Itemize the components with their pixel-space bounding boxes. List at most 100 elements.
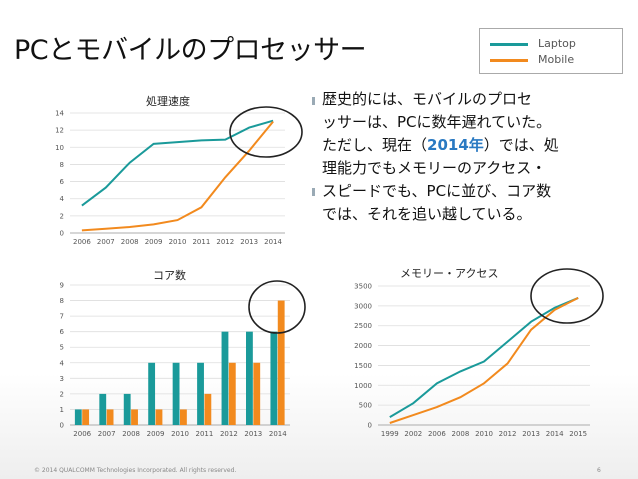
- bar-mobile: [82, 409, 90, 425]
- bar-mobile: [155, 409, 163, 425]
- bar-laptop: [270, 331, 278, 425]
- x-tick-label: 2008: [122, 430, 140, 438]
- y-tick-label: 7: [60, 313, 64, 321]
- bar-laptop: [172, 362, 180, 425]
- y-tick-label: 4: [60, 195, 65, 203]
- bullet-marker: [312, 188, 315, 196]
- highlight-year: 2014年: [427, 136, 484, 154]
- y-tick-label: 5: [60, 344, 64, 352]
- text-line-1: 歴史的には、モバイルのプロセ: [322, 90, 533, 108]
- y-tick-label: 1: [60, 406, 64, 414]
- x-tick-label: 2008: [452, 430, 470, 438]
- y-tick-label: 12: [55, 127, 64, 135]
- chart-title-cores: コア数: [153, 269, 186, 282]
- text-line-3: ただし、現在（2014年）では、処: [322, 134, 559, 157]
- text-line-5: スピードでも、PCに並び、コア数: [322, 182, 552, 200]
- bar-laptop: [123, 393, 131, 425]
- x-tick-label: 2006: [428, 430, 446, 438]
- bar-mobile: [180, 409, 187, 425]
- text-line-2: ッサーは、PCに数年遅れていた。: [322, 113, 552, 131]
- series-line-mobile: [389, 297, 579, 424]
- y-tick-label: 1500: [354, 362, 372, 370]
- y-tick-label: 14: [55, 110, 64, 118]
- bar-laptop: [197, 362, 204, 425]
- x-tick-label: 2006: [73, 238, 91, 246]
- bar-mobile: [253, 362, 261, 425]
- y-tick-label: 9: [60, 282, 64, 290]
- y-tick-label: 3500: [354, 283, 372, 291]
- highlight-circle: [530, 268, 604, 324]
- page-number: 6: [597, 467, 601, 474]
- bar-laptop: [99, 393, 107, 425]
- bar-mobile: [131, 409, 138, 425]
- bar-mobile: [204, 393, 212, 425]
- slide-title: PCとモバイルのプロセッサー: [14, 35, 367, 66]
- y-tick-label: 8: [60, 161, 64, 169]
- x-tick-label: 2014: [264, 238, 282, 246]
- series-line-laptop: [389, 296, 579, 418]
- bar-laptop: [246, 331, 253, 425]
- y-tick-label: 500: [359, 402, 372, 410]
- chart-title-memory: メモリー・アクセス: [400, 267, 499, 280]
- x-tick-label: 2011: [192, 238, 210, 246]
- y-tick-label: 6: [60, 178, 65, 186]
- x-tick-label: 2012: [216, 238, 234, 246]
- highlight-circle: [229, 106, 303, 158]
- y-tick-label: 2500: [354, 322, 372, 330]
- bar-mobile: [277, 300, 285, 425]
- x-tick-label: 2014: [269, 430, 287, 438]
- x-tick-label: 2011: [196, 430, 214, 438]
- y-tick-label: 10: [55, 144, 64, 152]
- y-tick-label: 0: [368, 422, 372, 430]
- x-tick-label: 2008: [121, 238, 139, 246]
- x-tick-label: 2007: [97, 238, 115, 246]
- text-line-6: では、それを追い越している。: [322, 205, 532, 223]
- legend-swatch-laptop: [490, 43, 528, 46]
- x-tick-label: 2013: [244, 430, 262, 438]
- text-line-4: 理能力でもメモリーのアクセス・: [322, 159, 547, 177]
- legend: Laptop Mobile: [479, 28, 623, 74]
- text-line-3-pre: ただし、現在（: [322, 136, 428, 154]
- x-tick-label: 2006: [73, 430, 91, 438]
- y-tick-label: 0: [60, 422, 64, 430]
- x-tick-label: 2010: [171, 430, 189, 438]
- x-tick-label: 2002: [404, 430, 422, 438]
- y-tick-label: 2000: [354, 342, 372, 350]
- legend-label-laptop: Laptop: [538, 37, 576, 50]
- description-text: 歴史的には、モバイルのプロセ ッサーは、PCに数年遅れていた。 ただし、現在（2…: [308, 88, 634, 240]
- y-tick-label: 3000: [354, 302, 372, 310]
- x-tick-label: 2013: [240, 238, 258, 246]
- x-tick-label: 2009: [145, 238, 163, 246]
- y-tick-label: 2: [60, 212, 64, 220]
- x-tick-label: 2015: [569, 430, 587, 438]
- legend-label-mobile: Mobile: [538, 53, 575, 66]
- chart-title-speed: 処理速度: [146, 95, 190, 108]
- y-tick-label: 8: [60, 297, 64, 305]
- copyright-footer: © 2014 QUALCOMM Technologies Incorporate…: [34, 467, 237, 474]
- x-tick-label: 2013: [522, 430, 540, 438]
- bar-mobile: [228, 362, 236, 425]
- series-line-laptop: [81, 119, 274, 207]
- bar-mobile: [106, 409, 114, 425]
- x-tick-label: 2009: [147, 430, 165, 438]
- y-tick-label: 3: [60, 375, 64, 383]
- bar-laptop: [148, 362, 156, 425]
- x-tick-label: 2014: [546, 430, 564, 438]
- x-tick-label: 2012: [220, 430, 238, 438]
- y-tick-label: 0: [60, 230, 64, 238]
- y-tick-label: 6: [60, 328, 65, 336]
- highlight-circle: [248, 280, 306, 334]
- x-tick-label: 2010: [475, 430, 493, 438]
- bar-laptop: [221, 331, 229, 425]
- x-tick-label: 2007: [98, 430, 116, 438]
- x-tick-label: 1999: [381, 430, 399, 438]
- y-tick-label: 4: [60, 359, 65, 367]
- bullet-marker: [312, 97, 315, 105]
- x-tick-label: 2012: [499, 430, 517, 438]
- series-line-mobile: [81, 120, 274, 232]
- y-tick-label: 2: [60, 390, 64, 398]
